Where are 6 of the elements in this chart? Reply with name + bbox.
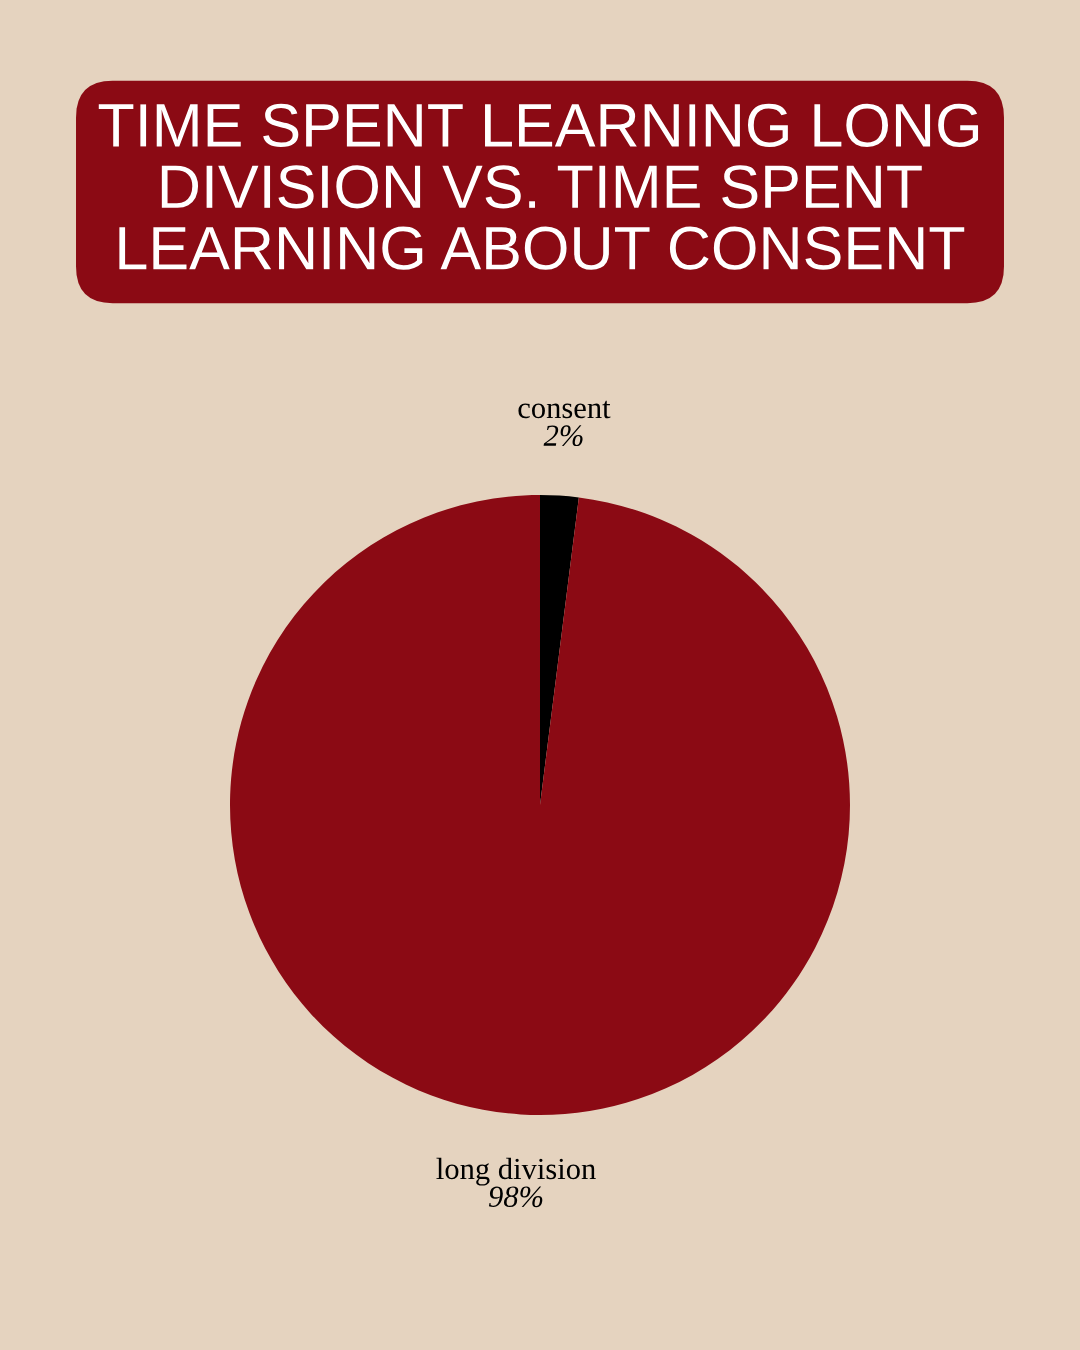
data-label: 2%	[543, 425, 583, 447]
data-label: 98%	[488, 1186, 543, 1208]
slice-label: consent	[518, 400, 611, 419]
chart-title: TIME SPENT LEARNING LONG DIVISION VS. TIME SPENT LEARNING ABOUT CONSENT	[98, 103, 979, 270]
slice-label: long division	[436, 1157, 596, 1186]
pie-slice	[230, 495, 850, 1115]
